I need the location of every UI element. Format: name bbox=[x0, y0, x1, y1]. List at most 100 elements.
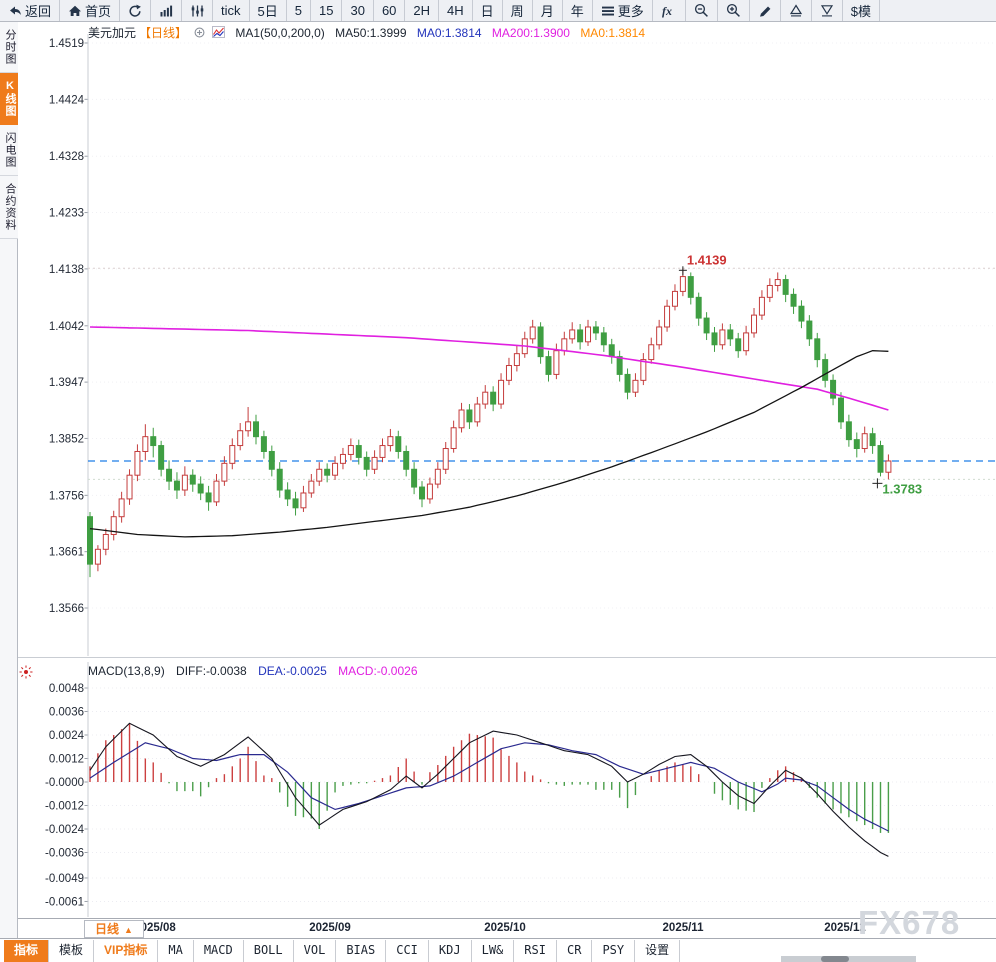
toolbar-simulation-button[interactable]: $模 bbox=[843, 0, 880, 21]
svg-text:0.0024: 0.0024 bbox=[49, 730, 85, 742]
toolbar-label: 30 bbox=[350, 3, 365, 18]
toolbar-label: 更多 bbox=[617, 4, 644, 19]
indicator-tab[interactable]: MA bbox=[158, 940, 194, 962]
toolbar-label: tick bbox=[221, 3, 241, 18]
toolbar-fx-formula-icon[interactable]: fx bbox=[653, 0, 686, 21]
ma0-blue-value: MA0:1.3814 bbox=[416, 25, 482, 40]
chevron-up-icon: ▲ bbox=[124, 925, 133, 935]
toolbar-period-5-button[interactable]: 5 bbox=[287, 0, 311, 21]
toolbar-triangle-down-icon[interactable] bbox=[812, 0, 843, 21]
svg-text:1.4138: 1.4138 bbox=[49, 264, 84, 276]
toolbar-home-button[interactable]: 首页 bbox=[60, 0, 121, 21]
pencil-icon bbox=[758, 4, 772, 18]
toolbar-chart-style-icon[interactable] bbox=[151, 0, 183, 21]
svg-text:1.4139: 1.4139 bbox=[687, 252, 727, 267]
ma50-value: MA50:1.3999 bbox=[335, 25, 407, 40]
toolbar-period-month-button[interactable]: 月 bbox=[533, 0, 563, 21]
svg-text:1.4424: 1.4424 bbox=[49, 94, 85, 106]
svg-text:-0.0061: -0.0061 bbox=[45, 896, 84, 908]
menu-icon bbox=[601, 4, 615, 18]
toolbar-period-week-button[interactable]: 周 bbox=[503, 0, 533, 21]
svg-text:-0.0036: -0.0036 bbox=[45, 848, 84, 860]
indicator-tab[interactable]: BIAS bbox=[336, 940, 387, 962]
toolbar-back-button[interactable]: 返回 bbox=[0, 0, 61, 21]
sidebar-tab-item[interactable]: 分时图 bbox=[0, 22, 18, 73]
toolbar-period-60-button[interactable]: 60 bbox=[374, 0, 406, 21]
toolbar-label: $模 bbox=[850, 4, 871, 19]
toolbar-label: 5 bbox=[294, 3, 302, 18]
pane-divider bbox=[18, 657, 996, 658]
svg-text:1.4328: 1.4328 bbox=[49, 151, 84, 163]
x-axis-tick-label: 2025/10 bbox=[484, 922, 526, 934]
toolbar-period-15-button[interactable]: 15 bbox=[311, 0, 343, 21]
macd-dea-value: DEA:-0.0025 bbox=[258, 664, 327, 678]
toolbar-period-30-button[interactable]: 30 bbox=[342, 0, 374, 21]
toolbar-period-4h-button[interactable]: 4H bbox=[439, 0, 473, 21]
svg-text:fx: fx bbox=[662, 4, 672, 18]
x-axis-tick-label: 2025/11 bbox=[662, 922, 704, 934]
toolbar-label: 年 bbox=[570, 4, 584, 19]
sidebar-tabs: 分时图 K线图 闪电图 合约资料 bbox=[0, 22, 18, 938]
toolbar-period-tick-button[interactable]: tick bbox=[213, 0, 250, 21]
time-axis-strip: 2025/08 2025/09 2025/10 2025/11 2025/12 bbox=[0, 918, 996, 939]
sidebar-tab-selected[interactable]: K线图 bbox=[0, 73, 18, 125]
toolbar-triangle-up-icon[interactable] bbox=[781, 0, 812, 21]
sliders-icon bbox=[190, 4, 204, 18]
toolbar-refresh-icon[interactable] bbox=[120, 0, 152, 21]
svg-text:0.0048: 0.0048 bbox=[49, 683, 84, 695]
indicator-tab[interactable]: LW& bbox=[472, 940, 515, 962]
toolbar-label: 周 bbox=[510, 4, 524, 19]
indicator-tab[interactable]: CCI bbox=[386, 940, 429, 962]
macd-legend: MACD(13,8,9) DIFF:-0.0038 DEA:-0.0025 MA… bbox=[88, 664, 426, 678]
toolbar-label: 4H bbox=[447, 3, 464, 18]
indicator-tab[interactable]: VOL bbox=[294, 940, 337, 962]
svg-text:1.3947: 1.3947 bbox=[49, 377, 84, 389]
toolbar-zoom-in-icon[interactable] bbox=[718, 0, 750, 21]
indicator-tab[interactable]: CR bbox=[557, 940, 593, 962]
toolbar-period-day-button[interactable]: 日 bbox=[473, 0, 503, 21]
toolbar-indicator-settings-icon[interactable] bbox=[182, 0, 214, 21]
svg-text:1.3783: 1.3783 bbox=[882, 481, 922, 496]
indicator-tab[interactable]: 指标 bbox=[4, 940, 50, 962]
toolbar-period-year-button[interactable]: 年 bbox=[563, 0, 593, 21]
sidebar-tab-item[interactable]: 闪电图 bbox=[0, 125, 18, 176]
macd-params: MACD(13,8,9) bbox=[88, 664, 165, 678]
back-arrow-icon bbox=[8, 4, 22, 18]
tri-down-icon bbox=[820, 3, 834, 18]
svg-text:0.0012: 0.0012 bbox=[49, 754, 84, 766]
scrollbar-thumb[interactable] bbox=[821, 956, 849, 962]
indicator-tab[interactable]: MACD bbox=[194, 940, 244, 962]
svg-text:-0.0024: -0.0024 bbox=[45, 824, 85, 836]
indicator-tab[interactable]: RSI bbox=[514, 940, 557, 962]
toolbar-zoom-out-icon[interactable] bbox=[686, 0, 718, 21]
refresh-icon bbox=[128, 4, 142, 18]
toolbar-period-5d-button[interactable]: 5日 bbox=[250, 0, 287, 21]
indicator-tab[interactable]: BOLL bbox=[244, 940, 294, 962]
indicator-tab[interactable]: KDJ bbox=[429, 940, 472, 962]
toolbar: 返回 首页 tick 5日 5 15 30 60 2H 4H 日 周 月 年 更多 fx $模 bbox=[0, 0, 996, 22]
plus-circle-icon[interactable] bbox=[194, 26, 205, 40]
toolbar-period-2h-button[interactable]: 2H bbox=[405, 0, 440, 21]
toolbar-label: 月 bbox=[540, 4, 554, 19]
indicator-tab[interactable]: 模板 bbox=[49, 940, 95, 962]
period-selector-dropdown[interactable]: 日线 ▲ bbox=[84, 920, 144, 938]
bar-chart-icon bbox=[159, 4, 173, 18]
horizontal-scrollbar[interactable] bbox=[781, 956, 916, 962]
fx-icon: fx bbox=[661, 4, 677, 18]
toolbar-more-menu-button[interactable]: 更多 bbox=[593, 0, 653, 21]
indicator-tab[interactable]: PSY bbox=[592, 940, 636, 962]
fx678-watermark: FX678 bbox=[858, 904, 961, 941]
toolbar-label: 日 bbox=[480, 4, 494, 19]
toolbar-draw-pencil-icon[interactable] bbox=[750, 0, 781, 21]
period-selector-label: 日线 bbox=[95, 922, 120, 936]
indicator-sun-icon[interactable] bbox=[19, 665, 33, 684]
sidebar-tab-item[interactable]: 合约资料 bbox=[0, 176, 18, 239]
toolbar-label: 5日 bbox=[257, 4, 278, 19]
indicator-tab[interactable]: VIP指标 bbox=[94, 940, 159, 962]
toolbar-label: 60 bbox=[381, 3, 397, 18]
svg-text:-0.0012: -0.0012 bbox=[45, 801, 84, 813]
indicator-tab[interactable]: 设置 bbox=[635, 940, 681, 962]
mini-chart-icon[interactable] bbox=[212, 25, 225, 40]
